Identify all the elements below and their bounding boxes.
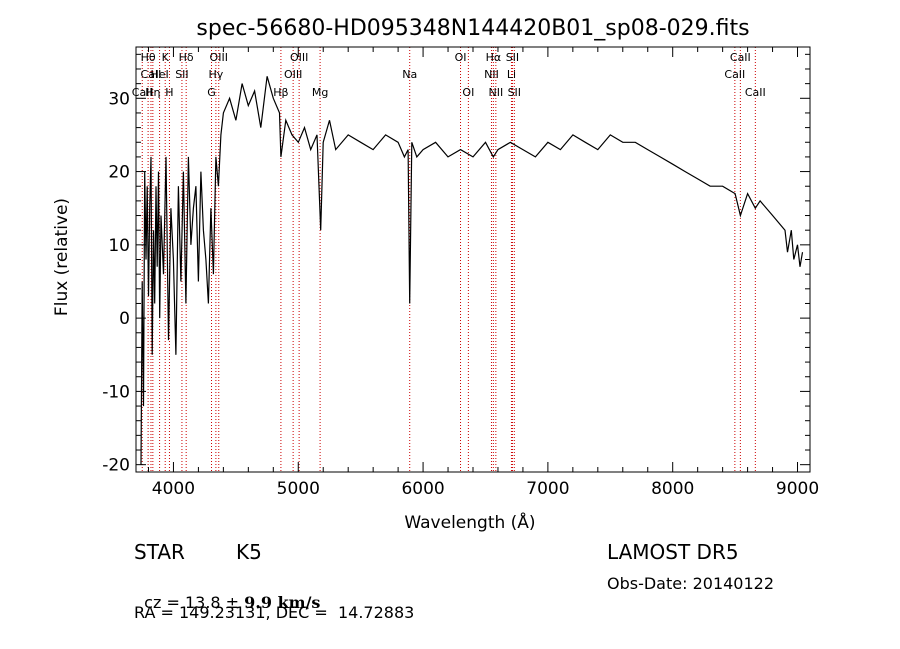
cz-error: 9.9: [244, 593, 272, 612]
chart-title: spec-56680-HD095348N144420B01_sp08-029.f…: [196, 16, 749, 41]
redshift-readout: cz = 13.8 ± 9.9 km/s: [134, 574, 320, 612]
y-tick-label: 0: [119, 309, 130, 329]
spectral-line-label: Li: [507, 68, 516, 81]
spectral-line-label: Hδ: [179, 51, 194, 64]
y-tick-label: -10: [102, 382, 130, 402]
y-tick-label: 20: [108, 163, 130, 183]
x-tick-label: 4000: [152, 479, 195, 499]
spectral-line-label: NII: [488, 86, 503, 99]
spectral-line-label: CaII: [730, 51, 751, 64]
x-tick-label: 7000: [526, 479, 569, 499]
x-tick-label: 6000: [401, 479, 444, 499]
spectral-line-label: OI: [462, 86, 474, 99]
spectral-line-label: Hα: [486, 51, 502, 64]
spectral-line-label: NII: [484, 68, 499, 81]
spectral-line-label: CaII: [745, 86, 766, 99]
spectral-line-label: CaII: [141, 68, 162, 81]
cz-unit: km/s: [272, 593, 321, 612]
x-tick-label: 8000: [651, 479, 694, 499]
x-tick-label: 5000: [277, 479, 320, 499]
spectral-line-label: Mg: [312, 86, 328, 99]
spectral-line-label: OIII: [290, 51, 308, 64]
x-tick-label: 9000: [776, 479, 819, 499]
spectral-line-label: H: [165, 86, 173, 99]
cz-value: 13.8: [184, 593, 221, 612]
ra-dec: RA = 149.23131, DEC = 14.72883: [134, 603, 415, 622]
spectral-line-label: SII: [506, 51, 519, 64]
cz-pm: ±: [220, 593, 245, 612]
spectral-line-markers: [141, 47, 756, 472]
spectrum-line: [140, 76, 804, 465]
y-axis-label: Flux (relative): [52, 198, 72, 316]
spectrum-series: [140, 76, 804, 465]
survey-name: LAMOST DR5: [607, 540, 739, 564]
spectral-line-label: OI: [455, 51, 467, 64]
x-axis-ticks: 4000 5000 6000 7000 8000 9000: [147, 47, 819, 499]
obs-date: Obs-Date: 20140122: [607, 574, 775, 593]
spectral-line-label: Hη: [145, 86, 160, 99]
spectral-line-label: CaII: [724, 68, 745, 81]
spectral-line-label: Hθ: [141, 51, 156, 64]
spectral-line-label: OIII: [210, 51, 228, 64]
y-tick-label: -20: [102, 456, 130, 476]
spectral-line-label: SII: [508, 86, 521, 99]
spectral-line-label: HeI: [150, 68, 168, 81]
spectral-line-label: SII: [175, 68, 188, 81]
spectral-line-label: G: [207, 86, 216, 99]
spectral-line-label: K: [162, 51, 170, 64]
x-axis-label: Wavelength (Å): [404, 511, 535, 533]
cz-label: cz =: [144, 593, 185, 612]
y-tick-label: 30: [108, 89, 130, 109]
object-type: STAR: [134, 540, 185, 564]
spectral-line-label: Hβ: [273, 86, 288, 99]
y-tick-label: 10: [108, 236, 130, 256]
spectral-line-label: Hγ: [208, 68, 223, 81]
spectral-line-label: OIII: [284, 68, 302, 81]
subclass: K5: [236, 540, 262, 564]
spectral-line-label: Na: [402, 68, 417, 81]
spectral-line-label: CaII: [132, 86, 153, 99]
y-axis-ticks: -20 -10 0 10 20 30: [102, 53, 810, 476]
